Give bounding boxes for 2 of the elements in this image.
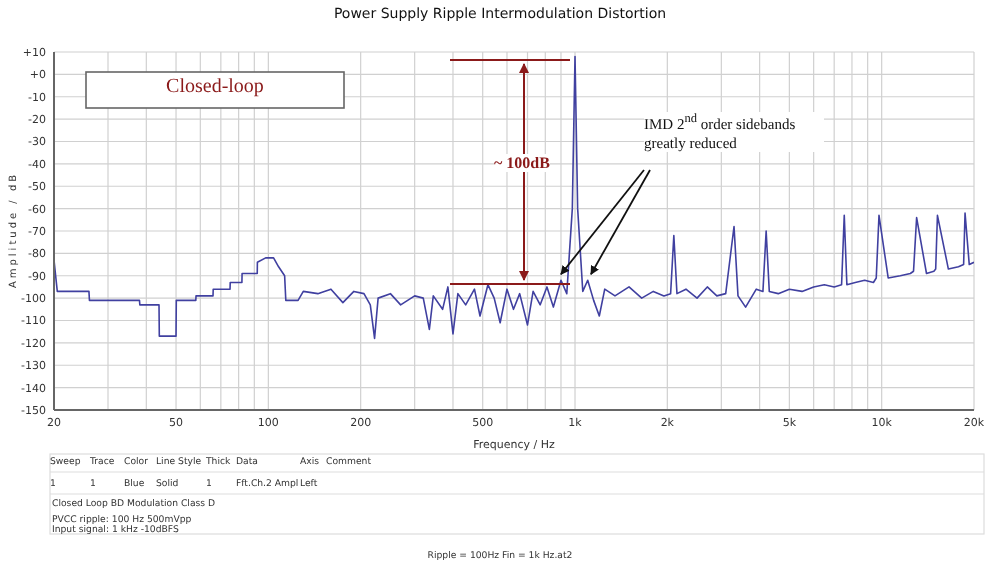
annotation: Closed-loop — [164, 76, 266, 98]
annotation: ~ 100dB — [494, 154, 550, 172]
